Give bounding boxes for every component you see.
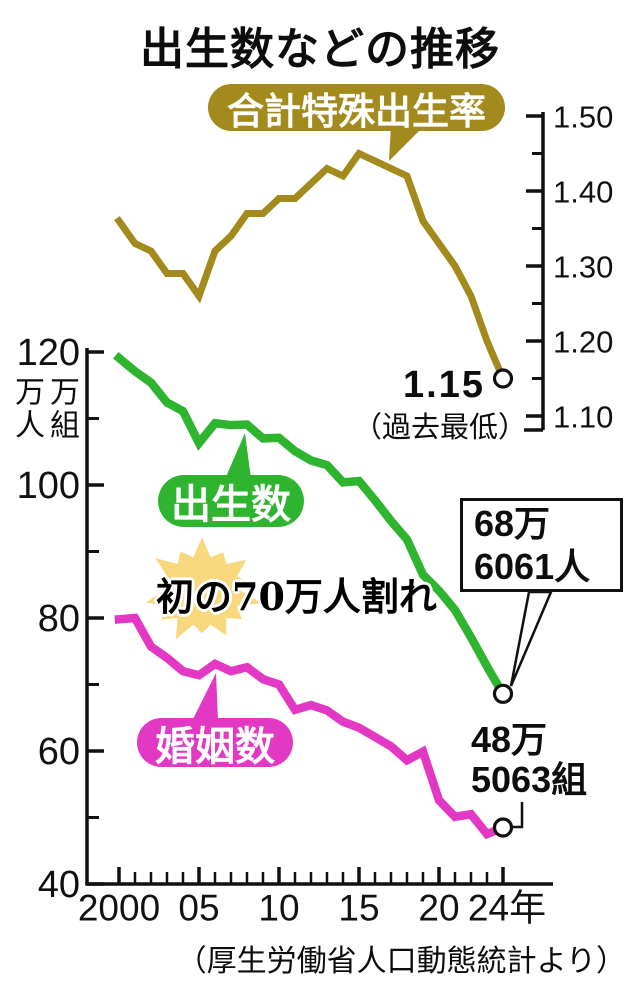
tfr-line <box>114 149 508 384</box>
left-axis-tick-label: 60 <box>38 731 80 773</box>
x-axis-tick-label: 24年 <box>468 888 546 929</box>
marriages-final-value: 48万 5063組 <box>471 720 587 800</box>
marriages-final-line2: 5063組 <box>471 759 588 800</box>
left-axis-tick-label: 100 <box>17 465 80 507</box>
left-axis-unit-people: 万人 <box>10 376 43 442</box>
right-axis-tick-label: 1.50 <box>553 100 613 135</box>
x-axis-tick-label: 05 <box>178 888 219 929</box>
legend-badge-marriages-label: 婚姻数 <box>155 724 275 769</box>
marriages-badge-tail <box>192 673 218 721</box>
marriages-callout-connector <box>512 802 524 829</box>
x-axis-tick-label: 15 <box>338 888 379 929</box>
births-final-callout: 68万 6061人 <box>460 498 623 592</box>
right-axis-tick-label: 1.10 <box>553 400 613 435</box>
legend-badge-fertility-rate-label: 合計特殊出生率 <box>227 90 486 132</box>
marriages-final-line1: 48万 <box>471 719 548 760</box>
left-axis-tick-label: 120 <box>17 332 80 374</box>
births-final-line2: 6061人 <box>474 546 591 587</box>
left-axis-tick-label: 40 <box>38 864 80 906</box>
births-badge-tail <box>225 433 251 479</box>
births-line <box>113 352 509 700</box>
right-axis-tick-label: 1.30 <box>553 250 613 285</box>
fertility-final-value: 1.15 <box>403 364 485 406</box>
right-axis-tick-label: 1.20 <box>553 325 613 360</box>
data-source-note: （厚生労働省人口動態統計より） <box>176 945 626 978</box>
legend-badge-fertility-rate: 合計特殊出生率 <box>208 84 505 132</box>
right-axis-tick-label: 1.40 <box>553 175 613 210</box>
fertility-record-low-note: （過去最低） <box>352 412 527 444</box>
fertility-badge-tail <box>389 125 425 161</box>
x-axis-tick-label: 10 <box>258 888 299 929</box>
page-title: 出生数などの推移 <box>140 25 500 74</box>
marriages-end-marker <box>492 817 514 838</box>
births-end-marker <box>492 683 514 704</box>
x-axis-tick-label: 2000 <box>78 888 160 929</box>
births-final-line1: 68万 <box>474 503 551 544</box>
marriages-line <box>114 613 509 840</box>
starburst-shape <box>145 537 263 640</box>
legend-badge-births-label: 出生数 <box>171 483 291 527</box>
left-axis-unit-couples: 万組 <box>45 376 78 442</box>
tfr-end-marker <box>492 368 514 389</box>
starburst-annotation: 初の70万人割れ <box>156 574 437 619</box>
left-axis-tick-label: 80 <box>38 598 80 640</box>
legend-badge-births: 出生数 <box>158 475 304 527</box>
x-axis-tick-label: 20 <box>418 888 459 929</box>
births-callout-pointer <box>509 590 553 687</box>
legend-badge-marriages: 婚姻数 <box>137 718 293 769</box>
